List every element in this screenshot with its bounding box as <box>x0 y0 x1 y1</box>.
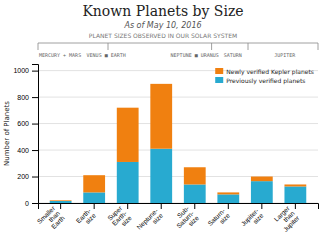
y-axis: 0 200 400 600 800 1000 <box>13 65 38 207</box>
x-tick: Saturn-size <box>206 203 231 232</box>
tick-mark <box>161 203 162 209</box>
tick-label: 400 <box>17 147 29 154</box>
bar <box>117 162 139 203</box>
bracket-drop <box>248 43 249 50</box>
tick-mark <box>32 124 38 125</box>
bracket-drop <box>318 43 319 50</box>
series <box>50 84 307 201</box>
bar <box>50 201 72 203</box>
grid-line <box>38 150 318 151</box>
bracket-drop <box>211 43 212 50</box>
tick-label: Sub-Saturn-size <box>170 204 200 234</box>
title: Known Planets by Size <box>82 3 243 19</box>
y-tick: 600 <box>17 120 38 127</box>
chart: Known Planets by Size As of May 10, 2016 P… <box>0 0 326 247</box>
legend-swatch <box>215 77 223 83</box>
legend-swatch <box>215 68 223 74</box>
tick-label: 800 <box>17 94 29 101</box>
subtitle: As of May 10, 2016 <box>123 21 201 30</box>
grid-line <box>38 123 318 124</box>
x-axis: SmallerthanEarth Earth-size SuperEarth-siz… <box>36 203 319 236</box>
axis-domain <box>32 65 39 204</box>
tick-label: 200 <box>17 173 29 180</box>
y-tick: 800 <box>17 94 38 101</box>
planet-label: SATURN <box>224 52 242 58</box>
x-tick: Jupiter-size <box>239 203 264 232</box>
tick-label: 1000 <box>13 67 29 74</box>
tick-mark <box>60 203 61 209</box>
bracket-drop <box>108 43 109 50</box>
x-tick: Earth-size <box>75 203 98 229</box>
bar <box>284 184 306 186</box>
legend-item: Previously verified planets <box>215 77 305 85</box>
tick-mark <box>127 203 128 209</box>
y-axis-label: Number of Planets <box>3 101 11 166</box>
bar <box>217 194 239 203</box>
tick-mark <box>94 203 95 209</box>
bar <box>83 192 105 203</box>
y-tick: 400 <box>17 147 38 154</box>
tick-label: LargerthanJupiter <box>272 204 302 234</box>
grid <box>38 71 318 203</box>
bar <box>251 177 273 182</box>
x-tick: LargerthanJupiter <box>272 203 302 234</box>
x-tick: Sub-Saturn-size <box>170 203 200 234</box>
legend-label: Previously verified planets <box>226 77 305 85</box>
grid-line <box>38 97 318 98</box>
bar <box>217 192 239 194</box>
planet-label: JUPITER <box>274 52 296 58</box>
planet-label: MERCURY + MARS <box>39 52 81 58</box>
bar <box>184 184 206 203</box>
tick-mark <box>32 177 38 178</box>
legend-item: Newly verified Kepler planets <box>215 68 314 76</box>
planet-label: VENUS ■ EARTH <box>87 52 126 58</box>
bar <box>284 186 306 203</box>
tick-label: 0 <box>25 200 29 207</box>
legend-label: Newly verified Kepler planets <box>226 68 314 76</box>
tick-label: Saturn-size <box>206 207 231 232</box>
tick-mark <box>261 203 262 209</box>
plot: 0 200 400 600 800 1000 SmallerthanEarth Earth-s… <box>13 65 318 236</box>
y-tick: 0 <box>25 200 38 207</box>
tick-label: SmallerthanEarth <box>36 204 67 235</box>
bar <box>50 200 72 202</box>
legend: Newly verified Kepler planetsPreviously … <box>215 68 314 85</box>
planet-label: NEPTUNE ■ URANUS <box>171 52 219 58</box>
tick-mark <box>32 150 38 151</box>
tick-label: Earth-size <box>75 207 98 230</box>
tick-label: SuperEarth-size <box>106 204 134 232</box>
bars <box>50 84 307 203</box>
bar <box>251 181 273 203</box>
axis-domain <box>39 204 319 210</box>
bracket: MERCURY + MARS VENUS ■ EARTH NEPTUNE ■ URA… <box>38 43 318 58</box>
grid-line <box>38 176 318 177</box>
annotation-heading: PLANET SIZES OBSERVED IN OUR SOLAR SYSTE… <box>89 32 237 39</box>
series <box>50 149 307 203</box>
x-tick: Neptune-size <box>135 203 164 236</box>
tick-label: 600 <box>17 120 29 127</box>
bar <box>184 167 206 184</box>
bar <box>83 175 105 192</box>
tick-mark <box>194 203 195 209</box>
tick-label: Jupiter-size <box>239 207 264 232</box>
x-tick: SmallerthanEarth <box>36 203 67 235</box>
tick-mark <box>32 203 38 204</box>
tick-mark <box>32 71 38 72</box>
bar <box>150 149 172 203</box>
bracket-drop <box>38 43 39 50</box>
tick-mark <box>228 203 229 209</box>
tick-mark <box>32 97 38 98</box>
tick-mark <box>295 203 296 209</box>
y-tick: 1000 <box>13 67 38 74</box>
x-tick: SuperEarth-size <box>106 203 134 232</box>
tick-label: Neptune-size <box>135 207 164 236</box>
y-tick: 200 <box>17 173 38 180</box>
bar <box>117 108 139 162</box>
bracket-line <box>38 43 318 44</box>
bar <box>150 84 172 149</box>
